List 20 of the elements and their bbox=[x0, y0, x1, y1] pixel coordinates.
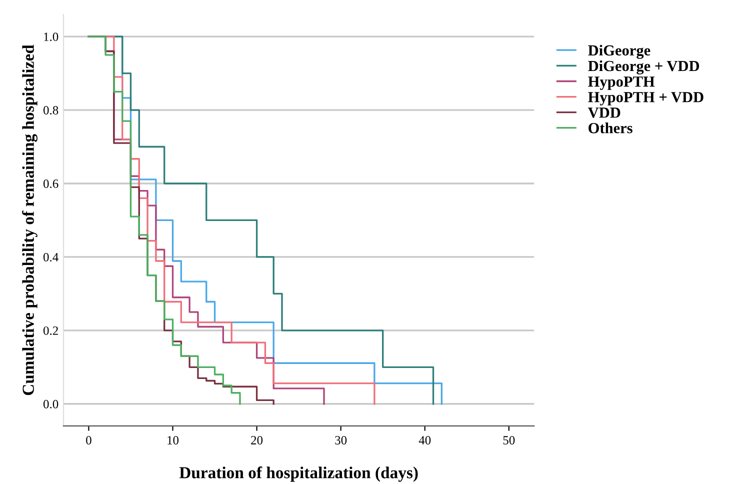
y-axis-title: Cumulative probability of remaining hospitalized bbox=[22, 44, 38, 396]
x-tick-label: 50 bbox=[503, 436, 515, 444]
legend-label: HypoPTH bbox=[588, 76, 655, 90]
y-tick-label: 0.8 bbox=[43, 106, 58, 115]
y-tick-label: 0.6 bbox=[43, 180, 58, 188]
y-tick-label: 0.0 bbox=[43, 400, 58, 408]
y-tick-label: 0.4 bbox=[43, 252, 58, 262]
y-tick-label: 0.2 bbox=[43, 326, 58, 335]
legend-label: VDD bbox=[588, 108, 620, 118]
legend-label: Others bbox=[588, 122, 632, 134]
x-tick-label: 0 bbox=[86, 436, 92, 444]
y-tick-label: 1.0 bbox=[44, 32, 58, 42]
legend-label: HypoPTH + VDD bbox=[588, 92, 704, 106]
x-tick-label: 30 bbox=[335, 436, 347, 444]
legend-label: DiGeorge bbox=[588, 44, 650, 59]
legend-label: DiGeorge + VDD bbox=[588, 60, 700, 74]
x-tick-label: 20 bbox=[251, 436, 263, 444]
x-tick-label: 10 bbox=[168, 436, 179, 444]
x-tick-label: 40 bbox=[418, 436, 431, 444]
x-axis-title: Duration of hospitalization (days) bbox=[179, 466, 418, 482]
